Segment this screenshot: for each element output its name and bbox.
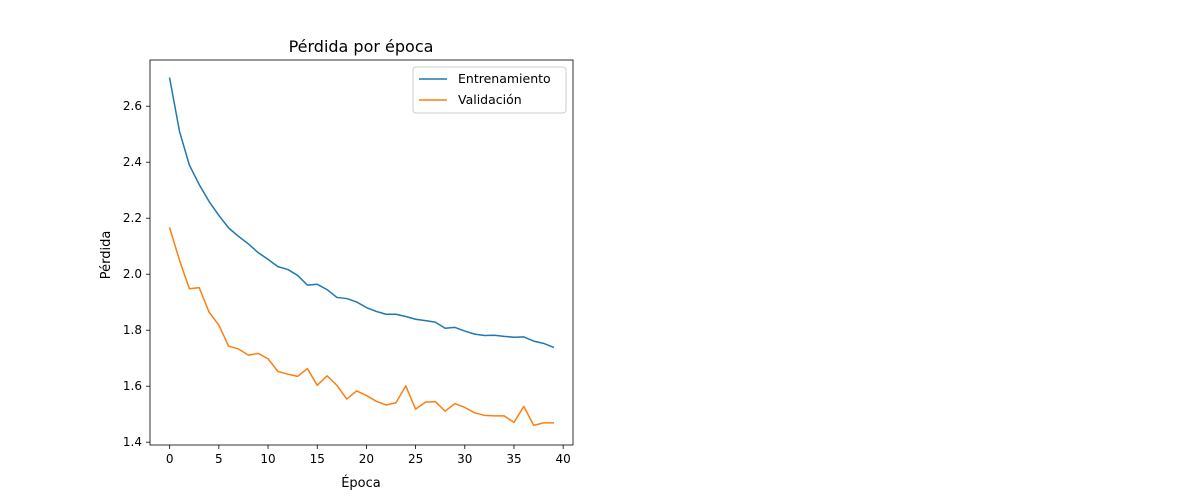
y-tick-label: 1.6 — [123, 379, 142, 393]
y-tick-label: 2.2 — [123, 211, 142, 225]
x-tick-label: 10 — [260, 452, 275, 466]
x-tick-label: 20 — [359, 452, 374, 466]
x-tick-label: 15 — [310, 452, 325, 466]
y-axis-label: Pérdida — [99, 231, 114, 280]
y-tick-label: 2.0 — [123, 267, 142, 281]
legend-box — [412, 66, 567, 114]
x-axis-label: Época — [341, 475, 381, 491]
legend-label-1: Entrenamiento — [458, 71, 551, 86]
y-tick-label: 1.4 — [123, 435, 142, 449]
legend: Entrenamiento Validación — [412, 66, 567, 114]
x-tick-label: 40 — [556, 452, 571, 466]
y-tick-label: 1.8 — [123, 323, 142, 337]
x-tick-label: 30 — [457, 452, 472, 466]
series-line-2 — [168, 227, 555, 427]
x-tick-label: 25 — [408, 452, 423, 466]
x-tick-label: 0 — [166, 452, 174, 466]
x-tick-label: 35 — [506, 452, 521, 466]
chart-title: Pérdida por época — [289, 37, 434, 56]
y-tick-label: 2.6 — [123, 99, 142, 113]
y-tick-label: 2.4 — [123, 155, 142, 169]
x-tick-label: 5 — [215, 452, 223, 466]
legend-label-2: Validación — [458, 92, 522, 107]
axes-frame — [149, 59, 574, 446]
series-line-1 — [168, 77, 555, 349]
plot-area: 0 5 10 15 20 25 30 35 40 1.4 1.6 1.8 2.0 2.2 2.4 2.6 — [123, 59, 574, 466]
